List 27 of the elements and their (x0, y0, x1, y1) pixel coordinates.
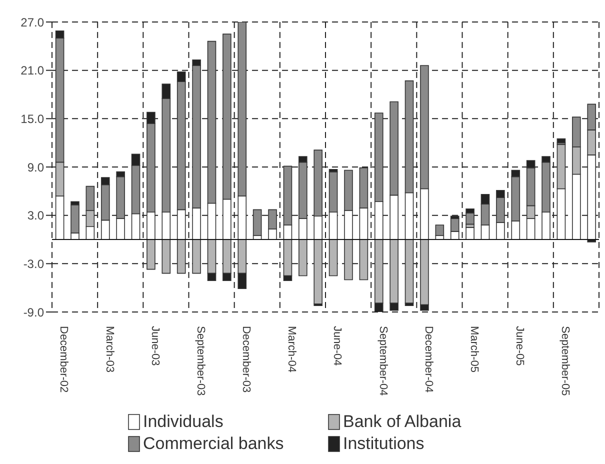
x-tick-label: March-04 (286, 326, 298, 372)
x-tick-label: September-03 (194, 326, 206, 396)
x-tick-label: September-05 (559, 326, 572, 396)
x-tick-label: December-04 (422, 326, 434, 393)
x-tick-label: September-04 (376, 326, 389, 396)
legend-label: Bank of Albania (343, 412, 462, 432)
bar (556, 138, 566, 144)
bar (252, 209, 262, 236)
bar (435, 224, 444, 236)
y-tick-label: -9.0 (23, 305, 44, 320)
y-tick-label: 27.0 (20, 15, 44, 30)
x-tick-label: March-05 (468, 326, 480, 372)
legend-label: Institutions (343, 434, 424, 454)
x-tick-label: December-03 (240, 326, 252, 393)
bar (466, 212, 474, 225)
legend-label: Individuals (143, 412, 224, 432)
x-tick-label: March-03 (103, 326, 116, 372)
y-tick-label: 3.0 (27, 208, 44, 223)
x-tick-label: June-05 (514, 326, 526, 366)
y-tick-label: 21.0 (20, 64, 44, 78)
y-tick-label: 9.0 (27, 160, 44, 174)
x-tick-label: June-04 (331, 326, 344, 366)
y-tick-label: -3.0 (23, 256, 44, 271)
x-tick-label: June-03 (148, 326, 161, 366)
x-tick-label: December-02 (58, 326, 70, 393)
y-tick-label: 15.0 (20, 112, 44, 126)
legend-label: Commercial banks (143, 434, 284, 454)
